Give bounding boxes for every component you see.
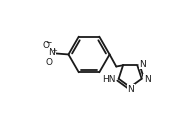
- Text: N: N: [48, 49, 55, 57]
- Text: N: N: [144, 75, 151, 83]
- Text: O: O: [43, 41, 50, 49]
- Text: −: −: [45, 38, 52, 47]
- Text: N: N: [139, 60, 146, 69]
- Text: +: +: [51, 48, 57, 54]
- Text: N: N: [127, 85, 134, 94]
- Text: O: O: [45, 58, 52, 67]
- Text: HN: HN: [103, 76, 116, 84]
